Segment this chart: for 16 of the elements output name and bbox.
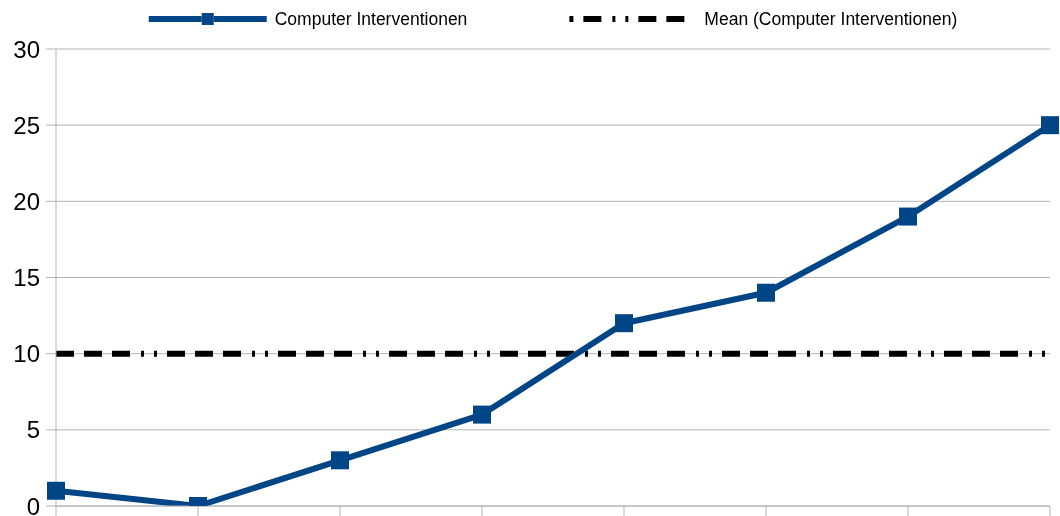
y-tick-label: 25 [13,111,40,139]
y-tick-label: 10 [13,340,40,368]
y-tick-label: 30 [13,35,40,63]
y-tick-label: 0 [26,492,40,516]
y-tick-label: 5 [26,416,40,444]
y-tick-label: 15 [13,264,40,292]
point [615,314,633,333]
point [757,283,775,302]
point [47,481,65,500]
legend-label: Computer Interventionen [274,9,468,29]
point [1041,116,1059,135]
y-tick-label: 20 [13,187,40,215]
ref-line-label: Mean (Computer Interventionen) [704,9,958,29]
point [899,207,917,226]
point [473,405,491,424]
point [331,451,349,470]
